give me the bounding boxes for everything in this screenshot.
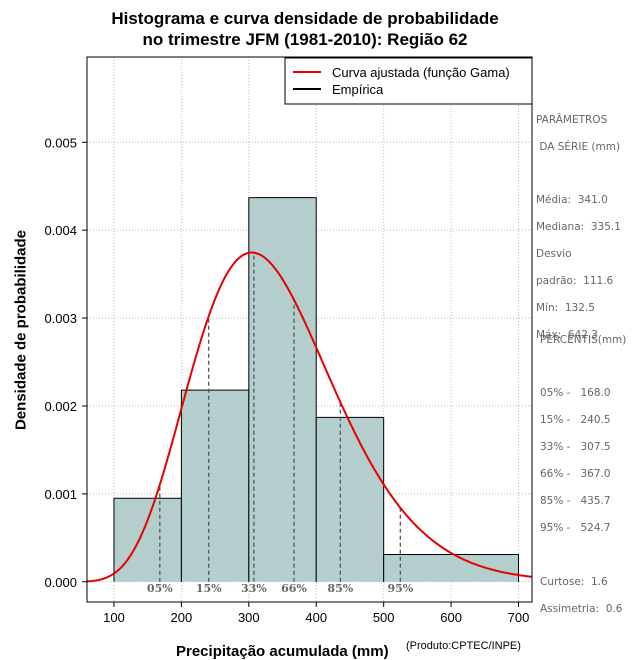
percentile-label-33%: 33%	[241, 582, 267, 595]
x-tick-label-0: 100	[103, 610, 125, 625]
y-tick-label-1: 0.001	[44, 487, 77, 502]
y-tick-label-0: 0.000	[44, 575, 77, 590]
chart-title-line1: Histograma e curva densidade de probabil…	[111, 9, 499, 28]
percentil-33: 33% - 307.5	[540, 441, 611, 453]
stat-curtose: Curtose: 1.6	[540, 575, 608, 588]
params-subheading: DA SÉRIE (mm)	[536, 140, 621, 153]
x-tick-label-2: 300	[238, 610, 260, 625]
percentil-15: 15% - 240.5	[540, 414, 611, 426]
percentil-85: 85% - 435.7	[540, 495, 611, 507]
percentile-label-05%: 05%	[147, 582, 173, 595]
percentil-95: 95% - 524.7	[540, 522, 611, 534]
y-axis: 0.000 0.001 0.002 0.003 0.004 0.005	[44, 135, 87, 590]
percentil-66: 66% - 367.0	[540, 468, 611, 480]
legend-box	[284, 57, 533, 105]
y-tick-label-2: 0.002	[44, 399, 77, 414]
param-media: Média: 341.0	[536, 194, 608, 206]
x-tick-label-4: 500	[373, 610, 395, 625]
x-tick-label-5: 600	[440, 610, 462, 625]
y-tick-label-4: 0.004	[44, 223, 77, 238]
credit-text: (Produto:CPTEC/INPE)	[406, 640, 521, 652]
percentiles-panel: PERCENTIS(mm) 05% - 168.0 15% - 240.5 33…	[540, 320, 626, 630]
histogram-bar-0	[113, 498, 182, 582]
histogram-bar-outline-3	[315, 416, 385, 582]
series-parameters-panel: PARÂMETROS DA SÉRIE (mm) Média: 341.0 Me…	[536, 100, 621, 356]
chart-title-line2: no trimestre JFM (1981-2010): Região 62	[142, 30, 468, 49]
histogram-bar-outline-4	[383, 554, 520, 582]
param-desvio: Desvio	[536, 248, 572, 260]
histogram-bar-outline-2	[248, 197, 317, 582]
gamma-curve	[86, 251, 533, 583]
histogram-bar-3	[316, 417, 384, 582]
percentile-label-95%: 95%	[387, 582, 413, 595]
percentile-label-15%: 15%	[196, 582, 222, 595]
histogram-bar-4	[383, 554, 519, 582]
params-heading: PARÂMETROS	[536, 113, 608, 126]
bars-layer	[113, 197, 520, 582]
y-tick-label-3: 0.003	[44, 311, 77, 326]
x-tick-label-3: 400	[305, 610, 327, 625]
plot-frame	[86, 56, 533, 603]
legend-label-curve: Curva ajustada (função Gama)	[332, 65, 510, 80]
percentile-lines-layer: 05% 15% 33% 66% 85% 95%	[147, 252, 414, 595]
stat-assimetria: Assimetria: 0.6	[540, 602, 623, 615]
param-max: Máx: 642.3	[536, 329, 598, 341]
x-axis: 100 200 300 400 500 600 700	[103, 602, 529, 625]
y-axis-label: Densidade de probabilidade	[12, 229, 30, 431]
param-min: Mín: 132.5	[536, 302, 595, 314]
percentile-label-66%: 66%	[281, 582, 307, 595]
histogram-bar-2	[248, 197, 317, 582]
param-mediana: Mediana: 335.1	[536, 221, 621, 233]
legend: Curva ajustada (função Gama) Empírica	[284, 57, 533, 105]
percentis-heading: PERCENTIS(mm)	[540, 333, 627, 346]
histogram-bar-1	[181, 390, 249, 582]
y-tick-label-5: 0.005	[44, 135, 77, 150]
legend-label-empirica: Empírica	[332, 82, 384, 97]
x-tick-label-1: 200	[171, 610, 193, 625]
chart-title: Histograma e curva densidade de probabil…	[0, 8, 610, 50]
param-desvio-padrao: padrão: 111.6	[536, 275, 614, 287]
percentil-05: 05% - 168.0	[540, 387, 611, 399]
percentile-label-85%: 85%	[327, 582, 353, 595]
x-tick-label-6: 700	[508, 610, 530, 625]
x-axis-label: Precipitação acumulada (mm)	[176, 643, 389, 660]
